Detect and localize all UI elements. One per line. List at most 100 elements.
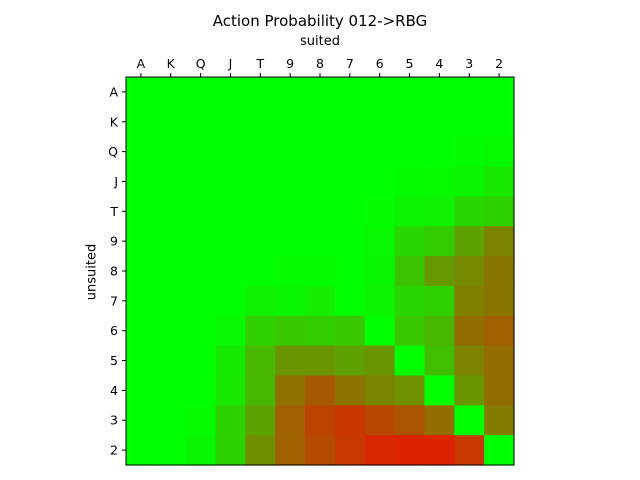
heatmap-cell-8-3 xyxy=(454,256,485,287)
heatmap-cell-A-9 xyxy=(275,77,306,108)
heatmap-cell-3-3 xyxy=(454,405,485,436)
heatmap-cell-K-A xyxy=(126,106,157,138)
heatmap-cell-3-8 xyxy=(305,405,336,436)
heatmap-cell-2-3 xyxy=(454,435,485,466)
heatmap-cell-2-9 xyxy=(275,435,306,466)
heatmap-cell-8-9 xyxy=(275,256,306,287)
heatmap-cell-5-7 xyxy=(334,345,366,377)
heatmap-cell-8-6 xyxy=(364,256,396,287)
heatmap-cell-9-4 xyxy=(424,226,455,257)
y-tick-label-T: T xyxy=(109,204,118,219)
heatmap-cell-3-J xyxy=(215,405,246,436)
heatmap-cell-4-J xyxy=(215,375,246,406)
heatmap-cell-8-2 xyxy=(484,256,515,287)
heatmap-cell-7-3 xyxy=(454,285,485,317)
heatmap-cell-T-T xyxy=(245,196,276,227)
y-tick-label-A: A xyxy=(109,84,118,99)
heatmap-cell-T-Q xyxy=(185,196,217,227)
heatmap-cell-2-2 xyxy=(484,435,515,466)
heatmap-cell-6-A xyxy=(126,315,157,347)
heatmap-cell-2-7 xyxy=(334,435,366,466)
heatmap-cell-8-4 xyxy=(424,256,455,287)
heatmap-cell-K-K xyxy=(155,106,187,138)
heatmap-cell-8-K xyxy=(155,256,187,287)
x-tick-label-5: 5 xyxy=(406,56,414,71)
heatmap-cell-6-T xyxy=(245,315,276,347)
heatmap-cell-A-5 xyxy=(394,77,426,108)
heatmap-cell-7-T xyxy=(245,285,276,317)
heatmap-cell-A-4 xyxy=(424,77,455,108)
heatmap-cell-A-2 xyxy=(484,77,515,108)
heatmap-cell-A-J xyxy=(215,77,246,108)
heatmap-cell-Q-8 xyxy=(305,136,336,168)
heatmap-cell-J-2 xyxy=(484,166,515,197)
heatmap-cell-Q-K xyxy=(155,136,187,168)
heatmap-cell-J-K xyxy=(155,166,187,197)
heatmap-cell-K-2 xyxy=(484,106,515,138)
heatmap-cell-4-T xyxy=(245,375,276,406)
heatmap-cell-T-J xyxy=(215,196,246,227)
heatmap-cell-4-6 xyxy=(364,375,396,406)
heatmap-cell-6-2 xyxy=(484,315,515,347)
heatmap-cell-6-9 xyxy=(275,315,306,347)
heatmap-cell-T-2 xyxy=(484,196,515,227)
heatmap-cell-9-9 xyxy=(275,226,306,257)
chart-title: Action Probability 012->RBG xyxy=(212,12,428,30)
heatmap-cell-9-Q xyxy=(185,226,217,257)
heatmap-cell-T-6 xyxy=(364,196,396,227)
heatmap-cell-7-9 xyxy=(275,285,306,317)
heatmap-cell-4-4 xyxy=(424,375,455,406)
heatmap-cell-3-4 xyxy=(424,405,455,436)
heatmap-cell-7-Q xyxy=(185,285,217,317)
y-tick-label-6: 6 xyxy=(110,323,118,338)
heatmap-cell-5-4 xyxy=(424,345,455,377)
heatmap-cell-J-A xyxy=(126,166,157,197)
heatmap-cell-7-8 xyxy=(305,285,336,317)
heatmap-cell-3-Q xyxy=(185,405,217,436)
heatmap-cell-Q-J xyxy=(215,136,246,168)
y-tick-label-4: 4 xyxy=(110,383,118,398)
heatmap-cell-K-8 xyxy=(305,106,336,138)
heatmap-cell-7-A xyxy=(126,285,157,317)
x-tick-label-A: A xyxy=(137,56,146,71)
heatmap-cell-A-3 xyxy=(454,77,485,108)
heatmap-cell-6-Q xyxy=(185,315,217,347)
heatmap-cell-4-9 xyxy=(275,375,306,406)
heatmap-cell-9-5 xyxy=(394,226,426,257)
heatmap-cell-3-A xyxy=(126,405,157,436)
y-tick-label-9: 9 xyxy=(110,234,118,249)
heatmap-cell-K-J xyxy=(215,106,246,138)
heatmap-cell-9-7 xyxy=(334,226,366,257)
heatmap-cell-5-K xyxy=(155,345,187,377)
heatmap-cell-5-J xyxy=(215,345,246,377)
y-tick-label-5: 5 xyxy=(110,353,118,368)
heatmap-cell-3-9 xyxy=(275,405,306,436)
heatmap-cell-K-6 xyxy=(364,106,396,138)
heatmap-cell-J-T xyxy=(245,166,276,197)
heatmap-cell-2-J xyxy=(215,435,246,466)
heatmap-cell-6-7 xyxy=(334,315,366,347)
heatmap-cell-A-8 xyxy=(305,77,336,108)
heatmap-cell-A-K xyxy=(155,77,187,108)
heatmap-cell-K-9 xyxy=(275,106,306,138)
heatmap-cell-Q-6 xyxy=(364,136,396,168)
heatmap-cell-9-3 xyxy=(454,226,485,257)
heatmap-cell-A-Q xyxy=(185,77,217,108)
heatmap-cell-Q-2 xyxy=(484,136,515,168)
heatmap-cell-J-4 xyxy=(424,166,455,197)
heatmap-cell-3-7 xyxy=(334,405,366,436)
x-tick-label-4: 4 xyxy=(435,56,443,71)
heatmap-cell-7-4 xyxy=(424,285,455,317)
heatmap-cell-8-A xyxy=(126,256,157,287)
heatmap-cell-2-T xyxy=(245,435,276,466)
x-tick-label-J: J xyxy=(228,56,233,71)
x-tick-label-6: 6 xyxy=(376,56,384,71)
y-tick-label-Q: Q xyxy=(108,144,118,159)
heatmap-cell-K-T xyxy=(245,106,276,138)
heatmap-cell-K-3 xyxy=(454,106,485,138)
x-tick-label-2: 2 xyxy=(495,56,503,71)
heatmap-cell-4-Q xyxy=(185,375,217,406)
heatmap-cell-J-5 xyxy=(394,166,426,197)
